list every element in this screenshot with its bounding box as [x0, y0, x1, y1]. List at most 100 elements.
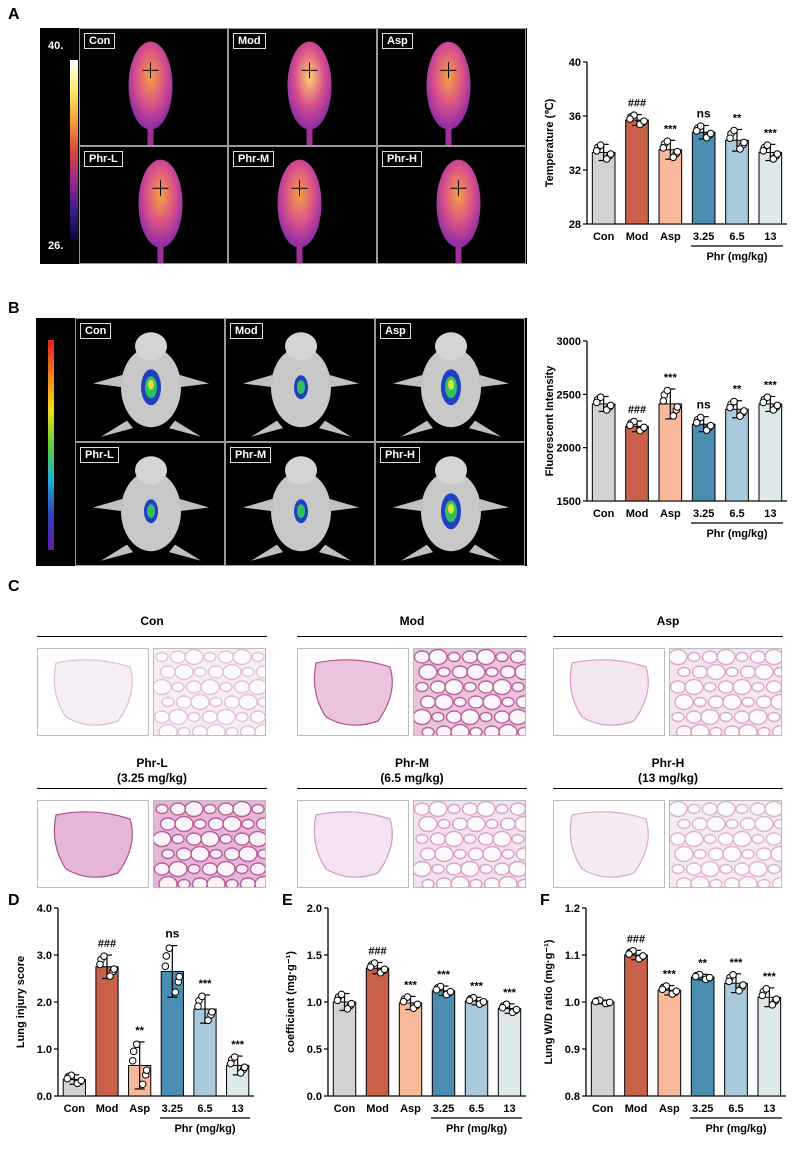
lung-section-zoom [153, 648, 266, 736]
panel-letter-f: F [540, 892, 550, 909]
fluorescence-cell: Phr-M [225, 442, 375, 566]
bar-6.5 [725, 139, 749, 225]
data-point [236, 1069, 245, 1077]
image-group-tag: Phr-L [84, 151, 123, 167]
histology-title-rule [297, 788, 527, 789]
data-point [640, 117, 648, 125]
data-point [204, 1016, 212, 1025]
bar-6.5 [464, 1000, 489, 1097]
significance-label: *** [503, 987, 517, 999]
data-point [763, 393, 772, 402]
data-point [96, 960, 104, 969]
bar-3.25 [690, 976, 715, 1097]
thermal-image-grid: 40. 26. Con Mod Asp Phr-L Phr-M Phr-H [40, 28, 527, 264]
y-tick-label: 2.0 [307, 903, 322, 915]
y-tick-label: 2.0 [37, 997, 52, 1009]
thermal-colorbar [70, 60, 78, 240]
data-point [230, 1053, 239, 1061]
significance-label: *** [764, 127, 778, 139]
bar-13 [497, 1008, 522, 1097]
data-point [165, 944, 174, 952]
lung-section-overview [297, 800, 409, 888]
y-tick-label: 1.1 [565, 950, 580, 962]
significance-label: ** [135, 1025, 144, 1037]
y-tick-label: 0.5 [307, 1044, 322, 1056]
data-point [669, 153, 678, 162]
data-point [626, 115, 634, 123]
data-point [696, 122, 705, 130]
x-tick-label: 13 [763, 1103, 775, 1115]
fluorescence-image-grid: Con Mod Asp Phr-L Phr-M Phr-H [36, 318, 527, 566]
significance-label: *** [404, 979, 418, 991]
bar-Con [332, 1001, 357, 1097]
lung-section-zoom [669, 800, 782, 888]
bar-Mod [624, 954, 648, 1097]
significance-label: *** [199, 978, 213, 990]
data-point [479, 998, 488, 1006]
lung-section-zoom [153, 800, 266, 888]
panel-letter-d: D [8, 892, 20, 909]
data-point [736, 145, 744, 153]
data-point [138, 1080, 147, 1089]
x-tick-label: Mod [625, 1103, 648, 1115]
y-axis-label: coefficient (mg·g⁻¹) [285, 951, 297, 1053]
y-axis-label: Lung W/D ratio (mg·g⁻¹) [543, 939, 555, 1064]
y-tick-label: 2500 [557, 389, 581, 401]
data-point [658, 985, 667, 994]
histology-group-name: Phr-L [136, 756, 168, 770]
data-point [132, 1040, 141, 1049]
thermal-cell: Phr-L [79, 146, 228, 264]
data-point [343, 1004, 352, 1013]
histology-title-rule [297, 636, 527, 637]
data-point [465, 996, 474, 1005]
lung-section-overview [553, 648, 665, 736]
data-point [773, 150, 782, 158]
x-tick-label: 6.5 [729, 508, 744, 520]
significance-label: ns [697, 106, 711, 120]
data-point [413, 1000, 422, 1009]
data-point [142, 1066, 151, 1074]
data-point [726, 403, 734, 412]
data-point [639, 952, 647, 960]
thermal-mouse-image [426, 41, 471, 145]
y-tick-label: 28 [569, 219, 581, 231]
data-point [512, 1005, 521, 1014]
bar-3.25 [431, 990, 456, 1097]
x-tick-label: Mod [96, 1103, 119, 1115]
x-tick-label: Con [64, 1103, 86, 1115]
x-tick-label: Asp [659, 1103, 680, 1115]
significance-label: *** [663, 969, 677, 981]
x-tick-label: Con [593, 231, 615, 243]
data-point [337, 990, 346, 999]
x-tick-label: Asp [129, 1103, 150, 1115]
data-point [602, 155, 611, 163]
significance-label: ** [698, 957, 707, 969]
data-point [659, 397, 668, 405]
histology-group-dose: (3.25 mg/kg) [116, 771, 188, 785]
data-point [759, 398, 768, 407]
data-point [240, 1063, 249, 1072]
x-tick-label: Asp [660, 231, 681, 243]
data-point [171, 988, 180, 996]
x-tick-label: 13 [764, 508, 776, 520]
y-axis-label: Lung injury score [15, 956, 27, 1048]
significance-label: ** [733, 113, 742, 125]
significance-label: ### [628, 404, 646, 416]
y-tick-label: 1.0 [307, 997, 322, 1009]
y-tick-label: 1.5 [307, 950, 322, 962]
thermal-mouse-image [287, 41, 332, 145]
scale-max-label: 40. [48, 40, 64, 52]
data-point [768, 1001, 777, 1009]
x-tick-label: 3.25 [693, 508, 714, 520]
data-point [226, 1059, 235, 1068]
bar-3.25 [691, 131, 716, 225]
data-point [673, 403, 682, 411]
panel-letter-a: A [8, 6, 20, 23]
significance-label: *** [470, 980, 484, 992]
bar-13 [758, 403, 783, 502]
significance-label: *** [763, 971, 777, 983]
bar-3.25 [691, 423, 716, 502]
image-group-tag: Con [84, 33, 116, 49]
fluorescence-mouse-image [393, 456, 509, 561]
data-point [110, 965, 118, 973]
